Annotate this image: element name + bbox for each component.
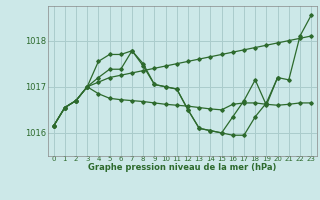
X-axis label: Graphe pression niveau de la mer (hPa): Graphe pression niveau de la mer (hPa) <box>88 163 276 172</box>
